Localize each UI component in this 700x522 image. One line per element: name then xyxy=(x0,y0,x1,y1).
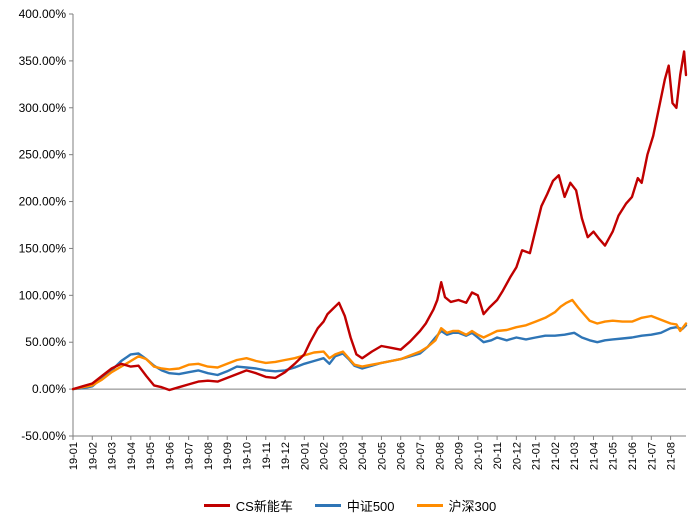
x-tick-label: 20-01 xyxy=(299,442,311,470)
x-tick-label: 21-05 xyxy=(608,442,620,470)
series-layer xyxy=(71,50,688,392)
x-tick-label: 19-07 xyxy=(184,442,196,470)
x-tick-label: 19-09 xyxy=(222,442,234,470)
x-tick-label: 19-12 xyxy=(280,442,292,470)
y-tick-label: 350.00% xyxy=(19,54,67,68)
y-tick-label: 300.00% xyxy=(19,101,67,115)
legend: CS新能车 中证500 沪深300 xyxy=(0,494,700,516)
x-tick-label: 20-08 xyxy=(434,442,446,470)
x-tick-label: 21-08 xyxy=(666,442,678,470)
series-line-1 xyxy=(71,324,688,391)
x-tick-label: 19-01 xyxy=(68,442,80,470)
x-tick-label: 20-11 xyxy=(492,442,504,469)
x-tick-label: 19-10 xyxy=(241,442,253,470)
x-tick-label: 20-10 xyxy=(473,442,485,470)
y-tick-label: 0.00% xyxy=(32,382,66,396)
y-tick-label: 400.00% xyxy=(19,7,67,21)
y-axis: 400.00% 350.00% 300.00% 250.00% 200.00% 150.0… xyxy=(19,7,74,443)
x-tick-label: 20-09 xyxy=(454,442,466,470)
legend-item-csi500: 中证500 xyxy=(314,496,395,515)
x-axis: 19-01 19-02 19-03 19-04 19-05 19-06 19-07 19-08… xyxy=(68,388,686,470)
x-tick-label: 20-02 xyxy=(319,442,331,470)
legend-label-csi500: 中证500 xyxy=(346,498,395,514)
y-tick-label: 50.00% xyxy=(25,335,66,349)
x-tick-label: 21-07 xyxy=(646,442,658,470)
x-tick-label: 21-01 xyxy=(531,442,543,470)
x-tick-label: 21-03 xyxy=(569,442,581,470)
x-tick-label: 19-05 xyxy=(145,442,157,470)
x-tick-label: 21-06 xyxy=(627,442,639,470)
legend-swatch-csi500 xyxy=(314,503,341,507)
y-tick-label: -50.00% xyxy=(21,429,66,443)
x-tick-label: 20-05 xyxy=(376,442,388,470)
legend-swatch-cs-new-energy xyxy=(203,503,230,507)
y-tick-label: 150.00% xyxy=(19,241,67,255)
x-tick-label: 19-08 xyxy=(203,442,215,470)
y-tick-label: 100.00% xyxy=(19,288,67,302)
x-tick-label: 21-02 xyxy=(550,442,562,470)
x-tick-label: 20-12 xyxy=(511,442,523,470)
series-line-2 xyxy=(71,298,688,391)
legend-label-cs-new-energy: CS新能车 xyxy=(235,498,293,514)
x-tick-label: 20-04 xyxy=(357,442,369,470)
legend-item-csi300: 沪深300 xyxy=(416,496,497,515)
y-tick-label: 250.00% xyxy=(19,148,67,162)
series-line-0 xyxy=(71,50,688,392)
line-chart: 400.00% 350.00% 300.00% 250.00% 200.00% 150.0… xyxy=(19,7,688,470)
legend-item-cs-new-energy: CS新能车 xyxy=(203,496,293,515)
x-tick-label: 19-11 xyxy=(261,442,273,469)
x-tick-label: 19-03 xyxy=(107,442,119,470)
x-tick-label: 19-04 xyxy=(126,442,138,470)
y-tick-label: 200.00% xyxy=(19,195,67,209)
legend-label-csi300: 沪深300 xyxy=(448,498,497,514)
x-tick-label: 19-06 xyxy=(164,442,176,470)
x-tick-label: 20-03 xyxy=(338,442,350,470)
x-tick-label: 20-07 xyxy=(415,442,427,470)
x-tick-label: 19-02 xyxy=(87,442,99,470)
x-tick-label: 20-06 xyxy=(396,442,408,470)
x-tick-label: 21-04 xyxy=(588,442,600,470)
legend-swatch-csi300 xyxy=(416,503,443,507)
